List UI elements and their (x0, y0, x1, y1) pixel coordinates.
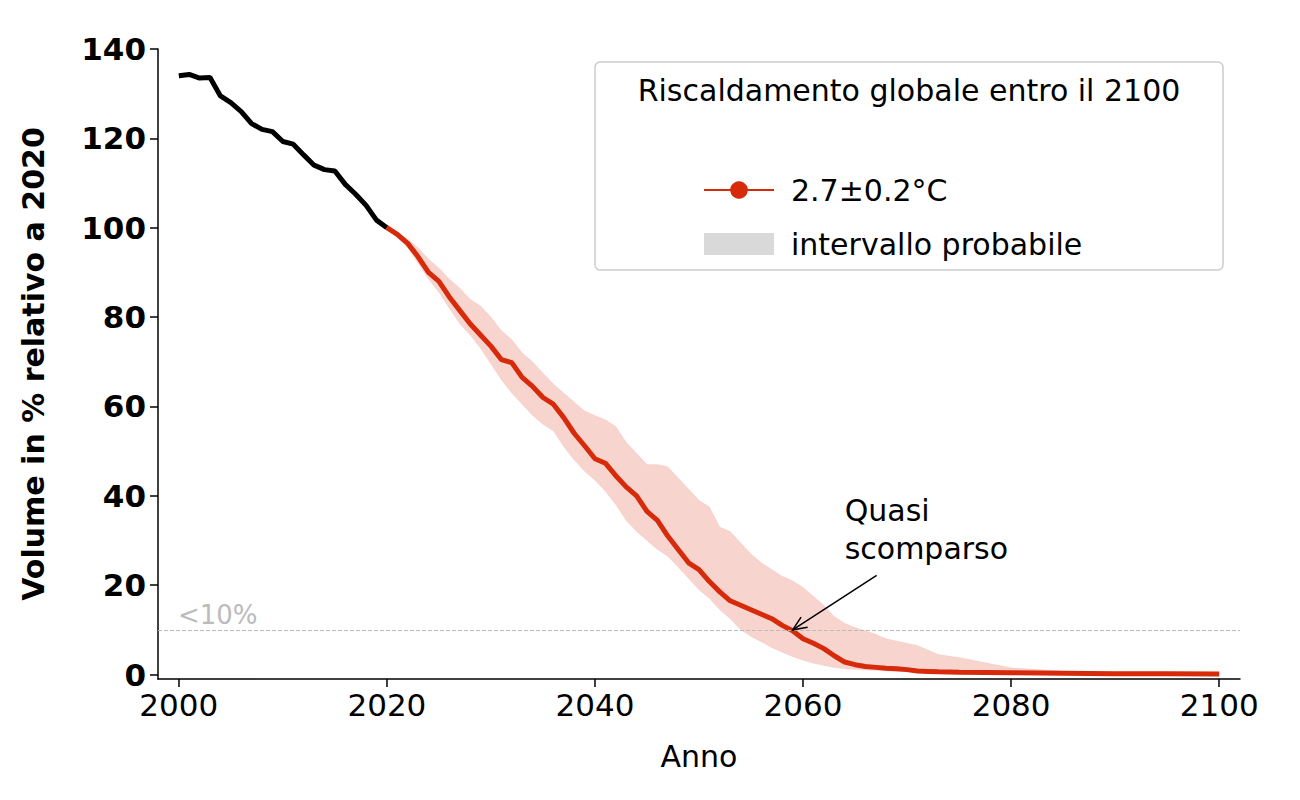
svg-text:2040: 2040 (556, 687, 635, 723)
svg-text:Volume in % relativo a 2020: Volume in % relativo a 2020 (16, 127, 51, 601)
svg-text:140: 140 (81, 31, 146, 67)
svg-text:0: 0 (124, 656, 146, 693)
svg-text:100: 100 (81, 210, 146, 246)
svg-text:2100: 2100 (1180, 687, 1259, 723)
svg-text:<10%: <10% (178, 600, 258, 630)
svg-text:60: 60 (103, 388, 146, 424)
svg-text:2080: 2080 (972, 687, 1051, 723)
svg-text:2020: 2020 (347, 687, 426, 723)
svg-text:2000: 2000 (139, 687, 218, 723)
svg-text:2060: 2060 (764, 687, 843, 723)
svg-text:120: 120 (81, 120, 146, 156)
svg-text:Anno: Anno (661, 739, 738, 774)
svg-text:80: 80 (103, 299, 146, 335)
svg-text:40: 40 (103, 478, 146, 514)
svg-text:20: 20 (103, 567, 146, 603)
svg-text:Riscaldamento globale entro il: Riscaldamento globale entro il 2100 (638, 73, 1181, 108)
svg-text:Quasi: Quasi (845, 493, 930, 528)
svg-text:intervallo probabile: intervallo probabile (791, 227, 1082, 262)
svg-text:scomparso: scomparso (845, 531, 1008, 566)
svg-text:2.7±0.2°C: 2.7±0.2°C (791, 173, 948, 208)
